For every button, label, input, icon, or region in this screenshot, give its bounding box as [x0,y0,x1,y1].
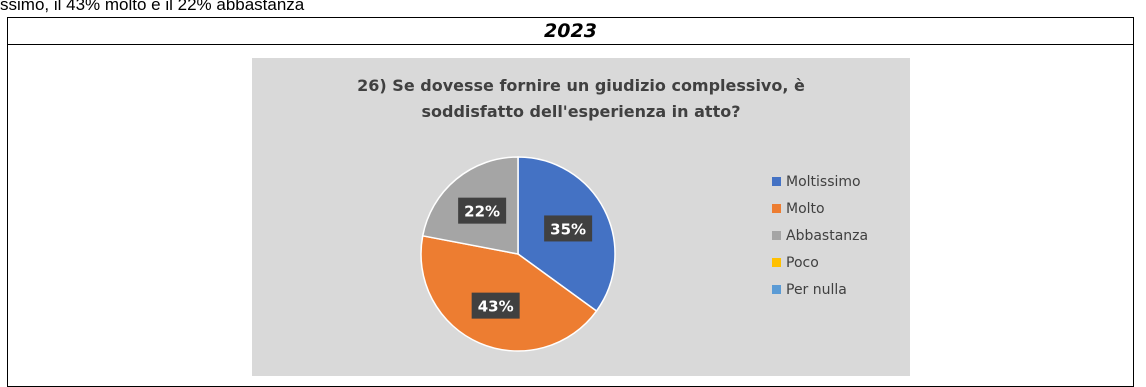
year-header-row: 2023 [8,18,1133,45]
chart-legend: Moltissimo Molto Abbastanza Poco Per nulla [772,168,868,303]
legend-swatch [772,285,781,294]
data-label-text: 35% [550,220,586,238]
legend-swatch [772,204,781,213]
table-frame: 2023 26) Se dovesse fornire un giudizio … [7,17,1134,387]
legend-label: Molto [786,200,825,217]
legend-item-molto: Molto [772,195,868,222]
legend-swatch [772,258,781,267]
data-label-box [544,215,593,242]
data-label-abbastanza: 22% [458,197,507,224]
year-header: 2023 [544,20,597,42]
pie-chart: 26) Se dovesse fornire un giudizio compl… [252,58,910,376]
legend-item-moltissimo: Moltissimo [772,168,868,195]
intro-text: ssimo, il 43% molto e il 22% abbastanza [0,0,305,14]
legend-label: Abbastanza [786,227,869,244]
chart-title-line-1: 26) Se dovesse fornire un giudizio compl… [357,76,805,95]
legend-label: Per nulla [786,281,847,298]
data-label-moltissimo: 35% [544,215,593,242]
legend-item-per-nulla: Per nulla [772,276,868,303]
legend-swatch [772,177,781,186]
legend-label: Poco [786,254,819,271]
data-label-molto: 43% [471,292,520,319]
chart-title-line-2: soddisfatto dell'esperienza in atto? [421,102,741,121]
legend-item-abbastanza: Abbastanza [772,222,868,249]
legend-item-poco: Poco [772,249,868,276]
data-label-text: 43% [478,298,514,316]
legend-label: Moltissimo [786,173,861,190]
chart-title: 26) Se dovesse fornire un giudizio compl… [252,73,910,125]
data-label-text: 22% [464,203,500,221]
data-label-box [471,292,520,319]
pie-plot-area: 35% 43% 22% [420,156,616,352]
data-label-box [458,197,507,224]
legend-swatch [772,231,781,240]
